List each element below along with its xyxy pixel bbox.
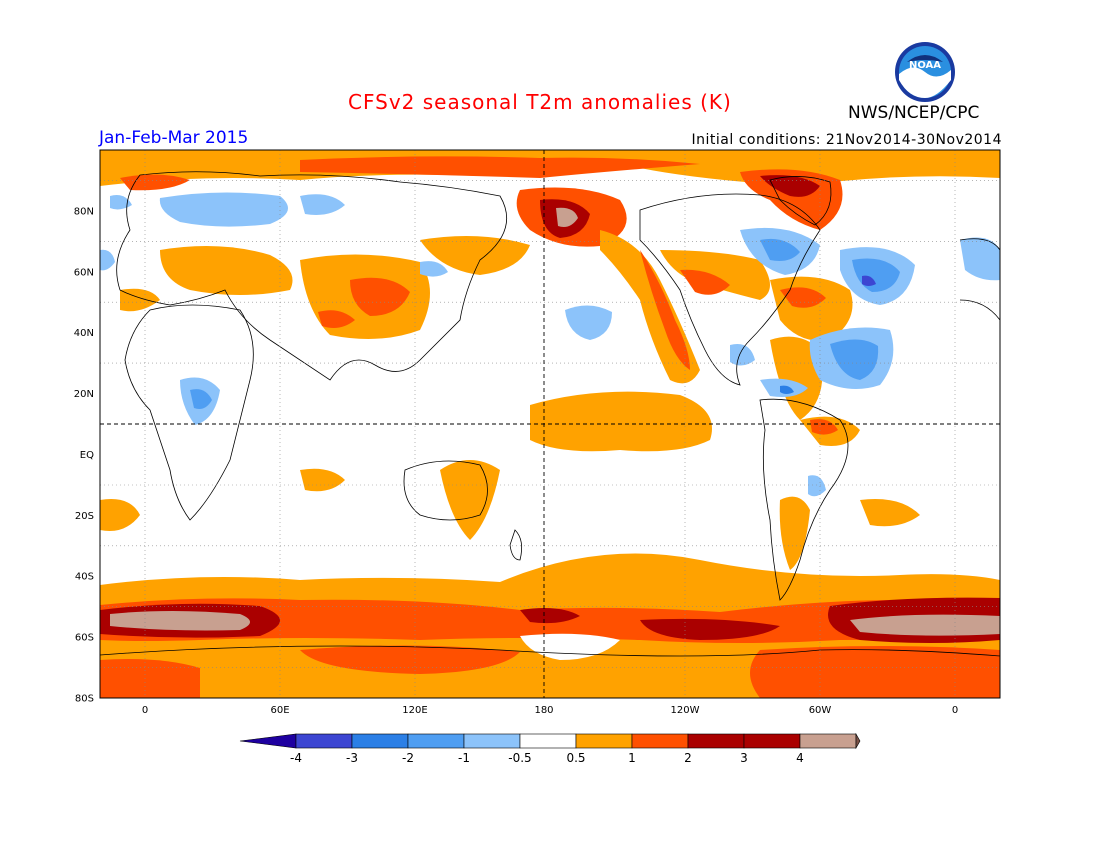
lon-label: 60W [809,705,832,716]
tropical-pacific-warm [100,336,920,570]
chart-title: CFSv2 seasonal T2m anomalies (K) [348,90,732,114]
forecast-period: Jan-Feb-Mar 2015 [99,128,249,148]
lat-lon-grid [100,150,1000,698]
lat-label: 20S [75,511,94,522]
lat-label: 80N [74,206,94,217]
logo-text: NOAA [909,60,941,71]
lon-label: 0 [142,705,148,716]
colorbar-label: -4 [290,751,302,765]
colorbar-label: 3 [740,751,748,765]
lon-label: 120W [671,705,700,716]
lat-label: 60S [75,633,94,644]
colorbar-bin-neg3 [351,733,409,749]
equator-dateline [100,150,1000,698]
colorbar-bin-pos1 [631,733,689,749]
eurasia-warm [120,236,530,339]
lat-label: 60N [74,267,94,278]
north-pacific-warm [600,230,853,384]
colorbar-bin-pos2 [687,733,745,749]
map-frame [99,149,1001,699]
lat-label: 40S [75,572,94,583]
lat-label: 40N [74,328,94,339]
colorbar-labels: -4 -3 -2 -1 -0.5 0.5 1 2 3 4 [290,751,804,765]
lon-label: 60E [270,705,289,716]
colorbar-label: 2 [684,751,692,765]
initial-conditions: Initial conditions: 21Nov2014-30Nov2014 [691,132,1002,148]
colorbar-pos-extend [855,732,861,750]
colorbar-label: -0.5 [508,751,531,765]
lat-label: 20N [74,389,94,400]
colorbar-neg-extend [239,733,297,749]
colorbar-bin-pos3 [743,733,801,749]
colorbar-label: -1 [458,751,470,765]
colorbar: -4 -3 -2 -1 -0.5 0.5 1 2 3 4 [239,732,861,765]
colorbar-label: 4 [796,751,804,765]
colorbar-label: -3 [346,751,358,765]
colorbar-label: 1 [628,751,636,765]
agency-label: NWS/NCEP/CPC [848,103,980,123]
lon-label: 120E [402,705,427,716]
colorbar-bin-neg1 [463,733,521,749]
noaa-logo-icon: NOAA [895,42,955,102]
map-area [100,150,1000,698]
coastlines [100,171,1000,657]
lat-axis-labels: 80N 60N 40N 20N EQ 20S 40S 60S 80S [74,206,94,704]
colorbar-bin-neg2 [407,733,465,749]
lat-label: EQ [80,450,94,461]
colorbar-bin-neutral [519,733,577,749]
lon-label: 0 [952,705,958,716]
colorbar-bin-neg4 [295,733,353,749]
lat-label: 80S [75,694,94,705]
lon-label: 180 [534,705,553,716]
colorbar-bin-pos4 [799,733,857,749]
southern-ocean-warm [100,553,1000,698]
lon-axis-labels: 0 60E 120E 180 120W 60W 0 [142,705,958,716]
arctic-warm-band [100,150,1000,247]
cold-anomalies [100,192,1000,497]
colorbar-bin-pos05 [575,733,633,749]
colorbar-label: -2 [402,751,414,765]
colorbar-label: 0.5 [566,751,585,765]
